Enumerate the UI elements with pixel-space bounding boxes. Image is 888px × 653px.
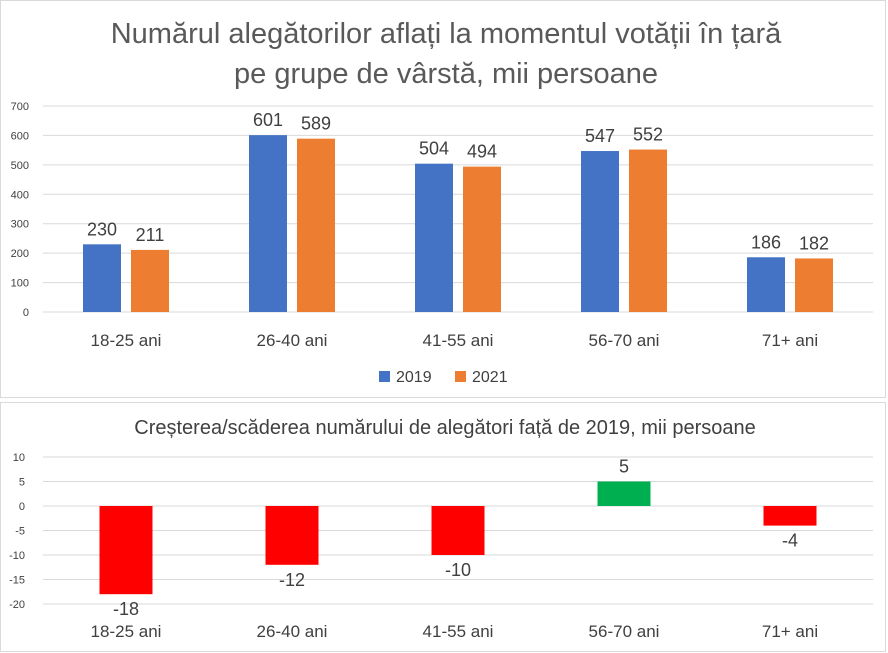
bar-2019	[415, 163, 453, 312]
chart-panel-age-groups: Numărul alegătorilor aflați la momentul …	[0, 0, 886, 398]
y-tick-label: -15	[9, 575, 25, 587]
y-tick-label: -5	[15, 526, 25, 538]
chart-age-groups: Numărul alegătorilor aflați la momentul …	[11, 18, 873, 386]
data-label: 601	[253, 110, 283, 130]
bar-2021	[131, 249, 169, 312]
bar-difference	[763, 506, 817, 526]
data-label: 547	[585, 126, 615, 146]
legend-swatch-2021	[455, 371, 466, 382]
bar-difference	[99, 506, 153, 595]
bar-2021	[795, 258, 833, 312]
chart-difference: Creșterea/scăderea numărului de alegător…	[9, 417, 873, 641]
data-label: 552	[633, 125, 663, 145]
data-label: 494	[467, 142, 497, 162]
data-label: 211	[136, 225, 165, 245]
data-label: 504	[419, 139, 449, 159]
chart-title: Creșterea/scăderea numărului de alegător…	[134, 417, 755, 439]
bar-2021	[629, 149, 667, 312]
y-tick-label: 400	[11, 189, 29, 201]
y-tick-label: -10	[9, 550, 25, 562]
category-label: 26-40 ani	[257, 331, 328, 350]
category-label: 56-70 ani	[589, 622, 660, 641]
y-tick-label: 500	[11, 160, 29, 172]
chart-panel-difference: Creșterea/scăderea numărului de alegător…	[0, 402, 886, 652]
category-label: 41-55 ani	[423, 622, 494, 641]
chart-legend: 2019 2021	[379, 369, 508, 386]
chart-title-line-1: Numărul alegătorilor aflați la momentul …	[111, 18, 782, 50]
legend-label-2021: 2021	[472, 369, 508, 386]
data-label: -10	[445, 560, 471, 580]
y-tick-label: -20	[9, 599, 25, 611]
bar-difference	[431, 506, 485, 555]
data-label: 230	[87, 219, 117, 239]
category-label: 41-55 ani	[423, 331, 494, 350]
bar-2021	[297, 138, 335, 312]
y-tick-label: 600	[11, 130, 29, 142]
bar-2019	[581, 151, 619, 312]
y-tick-label: 10	[13, 452, 25, 464]
data-label: 186	[751, 232, 781, 252]
y-tick-label: 700	[11, 101, 29, 113]
data-label: -12	[279, 570, 305, 590]
legend-swatch-2019	[379, 371, 390, 382]
y-tick-label: 5	[19, 477, 25, 489]
data-label: -4	[782, 531, 798, 551]
y-tick-label: 0	[23, 307, 29, 319]
y-tick-label: 300	[11, 219, 29, 231]
data-label: 5	[619, 457, 629, 477]
data-label: 589	[301, 114, 331, 134]
data-label: 182	[799, 233, 829, 253]
bar-2019	[249, 135, 287, 312]
y-tick-label: 200	[11, 248, 29, 260]
bar-2019	[747, 257, 785, 312]
chart-title-line-2: pe grupe de vârstă, mii persoane	[234, 58, 658, 90]
y-tick-label: 0	[19, 501, 25, 513]
data-label: -18	[113, 599, 139, 619]
legend-label-2019: 2019	[396, 369, 432, 386]
bar-2021	[463, 166, 501, 312]
category-label: 71+ ani	[762, 622, 818, 641]
bar-difference	[265, 506, 319, 565]
category-label: 18-25 ani	[91, 331, 162, 350]
bar-2019	[83, 244, 121, 312]
category-label: 26-40 ani	[257, 622, 328, 641]
category-label: 56-70 ani	[589, 331, 660, 350]
category-label: 18-25 ani	[91, 622, 162, 641]
y-tick-label: 100	[11, 278, 29, 290]
bar-difference	[597, 481, 651, 506]
category-label: 71+ ani	[762, 331, 818, 350]
